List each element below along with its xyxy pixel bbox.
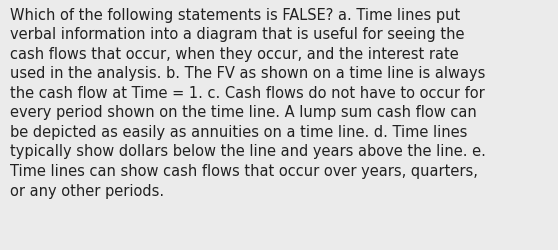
Text: Which of the following statements is FALSE? a. Time lines put
verbal information: Which of the following statements is FAL…	[10, 8, 486, 198]
